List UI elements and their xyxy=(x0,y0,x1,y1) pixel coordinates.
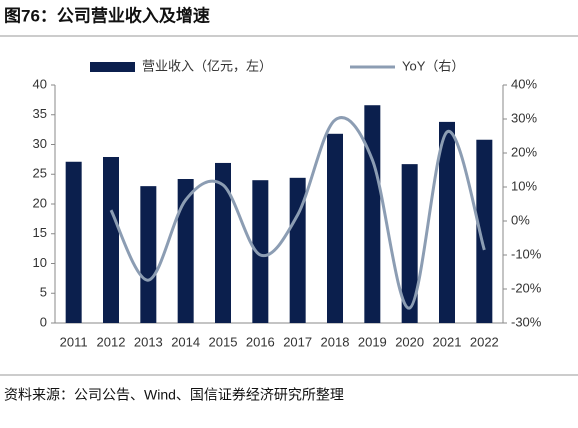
bar xyxy=(439,121,455,323)
chart-title: 图76：公司营业收入及增速 xyxy=(4,5,210,25)
y2-tick-label: 20% xyxy=(511,144,537,159)
bar xyxy=(103,156,119,323)
x-tick-label: 2012 xyxy=(97,334,126,349)
y-tick-label: 40 xyxy=(33,76,47,91)
x-tick-label: 2017 xyxy=(283,334,312,349)
line xyxy=(109,116,486,310)
y-tick-label: 25 xyxy=(33,166,47,181)
source: 资料来源：公司公告、Wind、国信证券经济研究所整理 xyxy=(4,387,344,403)
y2-tick-label: 40% xyxy=(511,76,537,91)
legend-label: YoY（右） xyxy=(402,58,464,73)
x-tick-label: 2011 xyxy=(60,334,88,349)
x-tick-label: 2021 xyxy=(433,334,462,349)
y-tick-label: 5 xyxy=(40,285,47,300)
bar xyxy=(65,161,82,323)
bar xyxy=(289,177,306,323)
x-tick-label: 2013 xyxy=(134,334,163,349)
y2-tick-label: -20% xyxy=(511,280,542,295)
y2-tick-label: -10% xyxy=(511,246,542,261)
y-tick-label: 10 xyxy=(33,255,47,270)
bar xyxy=(364,105,381,323)
y-tick-label: 20 xyxy=(33,195,47,210)
x-tick-label: 2015 xyxy=(209,334,238,349)
x-tick-label: 2019 xyxy=(358,334,387,349)
bar xyxy=(177,179,194,323)
bar xyxy=(252,180,269,323)
y-tick-label: 15 xyxy=(33,225,47,240)
x-tick-label: 2020 xyxy=(395,334,424,349)
x-tick-label: 2014 xyxy=(171,334,200,349)
legend-label: 营业收入（亿元，左） xyxy=(142,58,272,73)
bar xyxy=(140,186,157,323)
y2-tick-label: 10% xyxy=(511,178,537,193)
bar xyxy=(215,162,231,323)
y2-tick-label: -30% xyxy=(511,314,542,329)
y-tick-label: 0 xyxy=(40,314,47,329)
x-tick-label: 2016 xyxy=(246,334,275,349)
y2-tick-label: 30% xyxy=(511,110,537,125)
legend-swatch xyxy=(90,62,135,72)
bar xyxy=(401,164,418,323)
y2-tick-label: 0% xyxy=(511,212,530,227)
y-tick-label: 30 xyxy=(33,136,47,151)
bar xyxy=(476,139,493,323)
x-tick-label: 2018 xyxy=(321,334,350,349)
y-tick-label: 35 xyxy=(33,106,47,121)
bar xyxy=(327,133,343,323)
x-tick-label: 2022 xyxy=(470,334,499,349)
